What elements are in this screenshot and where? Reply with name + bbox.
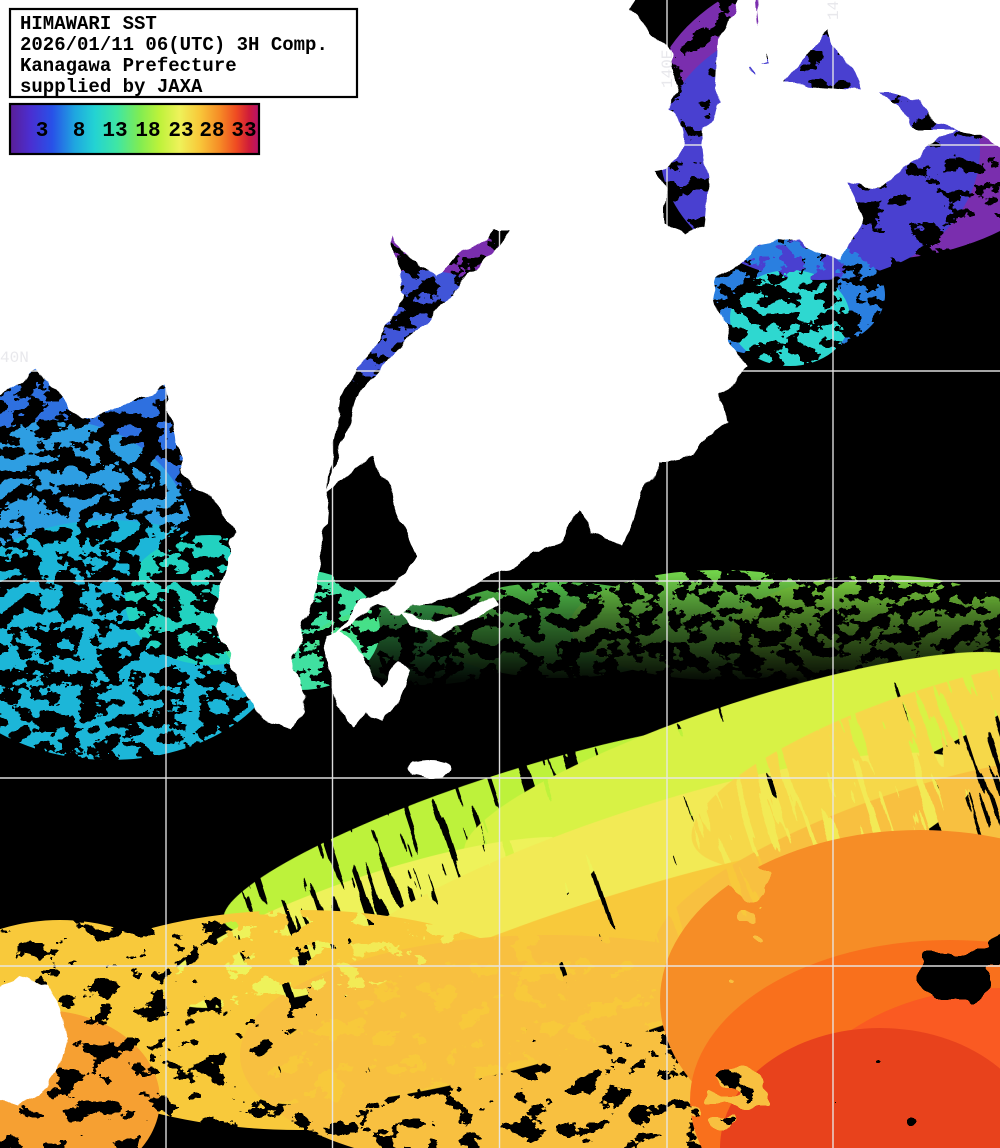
svg-text:140E: 140E [659,50,677,88]
svg-text:23: 23 [168,120,193,143]
svg-text:28: 28 [199,120,224,143]
svg-text:18: 18 [135,120,160,143]
svg-text:3: 3 [36,120,49,143]
svg-text:supplied by JAXA: supplied by JAXA [20,76,203,98]
svg-text:Kanagawa Prefecture: Kanagawa Prefecture [20,55,237,77]
svg-text:8: 8 [73,120,86,143]
svg-text:13: 13 [102,120,127,143]
svg-text:145E: 145E [825,0,843,20]
svg-text:33: 33 [231,120,256,143]
svg-text:40N: 40N [0,349,29,367]
svg-text:2026/01/11 06(UTC) 3H Comp.: 2026/01/11 06(UTC) 3H Comp. [20,34,328,56]
svg-text:HIMAWARI SST: HIMAWARI SST [20,13,157,35]
